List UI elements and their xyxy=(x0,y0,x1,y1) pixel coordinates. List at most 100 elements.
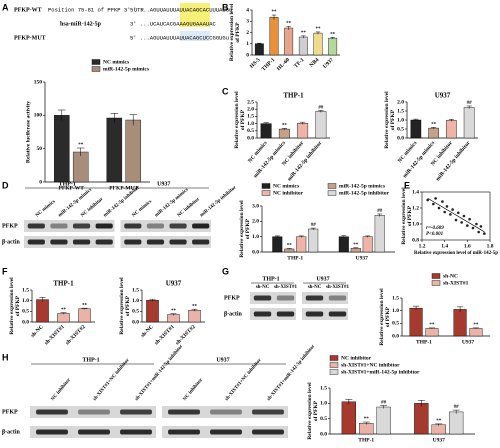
panel-label: G xyxy=(222,266,229,276)
y-tick-label: 1.0 xyxy=(320,401,327,407)
x-tick-label: 1.6 xyxy=(464,243,471,249)
bar xyxy=(125,119,141,183)
sequence: 5' ...AGUUAUUUAUUACAGCUCCGGUGu xyxy=(130,34,229,41)
y-tick-label: 1 xyxy=(246,41,249,47)
y-tick-label: 0.0 xyxy=(397,135,404,141)
legend-swatch xyxy=(261,183,271,189)
x-tick-label: sh-XIST#2 xyxy=(175,324,197,346)
y-tick-label: 1.0 xyxy=(252,234,259,240)
bar xyxy=(463,107,475,139)
x-tick-label: miR-142-5p inhibitor xyxy=(287,140,324,183)
significance-label: ## xyxy=(381,401,387,406)
blot-band xyxy=(276,295,295,301)
blot-group: THP-1 xyxy=(82,357,99,363)
bar xyxy=(425,328,439,337)
legend-swatch xyxy=(261,190,271,196)
blot-band xyxy=(192,223,210,229)
legend-label: NC inhibitor xyxy=(341,355,372,361)
y-axis-label: Relative expression levelof PFKP xyxy=(379,288,391,346)
panel-label: C xyxy=(222,86,229,96)
blot-band xyxy=(27,223,45,229)
bar xyxy=(359,423,374,435)
significance-label: ** xyxy=(287,244,293,249)
point xyxy=(471,226,475,230)
legend-swatch xyxy=(431,273,441,279)
blot-row-label: PFKP xyxy=(224,295,240,301)
sequence-label: PFKP-WT xyxy=(14,7,42,13)
blot-lane-label: sh-NC xyxy=(256,285,270,290)
y-tick-label: 3 xyxy=(246,19,249,25)
blot-band xyxy=(146,223,165,229)
sequence: 5' ...AGUUAUUUAUUACAGCACUUUAUGu xyxy=(130,6,232,13)
blot-band xyxy=(27,239,45,245)
y-axis-label: Relative expression levelof PFKP xyxy=(234,91,246,149)
blot-membrane xyxy=(250,292,296,304)
significance-label: ** xyxy=(330,32,336,37)
blot-band xyxy=(146,239,165,245)
blot-row-label: PFKP xyxy=(2,223,18,229)
blot-membrane xyxy=(24,220,115,232)
bar xyxy=(36,299,49,323)
y-tick-label: 2.0 xyxy=(252,219,259,225)
y-tick-label: 2.0 xyxy=(247,106,254,112)
legend-swatch xyxy=(329,362,339,368)
blot-membrane xyxy=(302,308,348,320)
chart-title: U937 xyxy=(166,280,182,288)
bar xyxy=(269,17,279,56)
y-tick-label: 0.5 xyxy=(320,416,327,422)
y-tick-label: 1.0 xyxy=(132,298,139,304)
y-tick-label: 0.5 xyxy=(22,309,29,315)
point xyxy=(483,232,486,235)
bar xyxy=(362,236,373,253)
y-axis-label: Relative expression levelof PFKP xyxy=(9,277,21,335)
significance-label: ** xyxy=(286,21,292,26)
blot-lane-label: NC mimics xyxy=(132,199,153,218)
point xyxy=(477,230,480,234)
y-tick-label: 1.4 xyxy=(412,189,419,195)
y-axis-label: Relative expression levelof PFKP xyxy=(401,187,413,245)
point xyxy=(468,217,471,221)
significance-label: ** xyxy=(473,323,479,328)
y-tick-label: 0.0 xyxy=(247,135,254,141)
y-tick-label: 1.0 xyxy=(397,117,404,123)
bar xyxy=(328,37,338,56)
blot-group: U937 xyxy=(216,357,229,363)
blot-band xyxy=(95,239,113,245)
bar xyxy=(272,236,283,253)
significance-label: ** xyxy=(316,27,322,32)
legend-label: sh-NC xyxy=(443,273,458,279)
significance-label: ** xyxy=(192,304,198,309)
legend-swatch xyxy=(329,355,339,361)
y-tick-label: 0 xyxy=(246,52,249,58)
x-tick-label: HL-60 xyxy=(276,57,291,72)
bar xyxy=(469,328,483,337)
point xyxy=(460,221,463,224)
x-tick-label: sh-NC xyxy=(140,324,155,339)
bar xyxy=(188,310,201,323)
blot-membrane xyxy=(162,406,288,418)
legend-label: sh-XIST#1 xyxy=(443,280,469,286)
significance-label: ** xyxy=(78,143,84,148)
y-tick-label: 0.0 xyxy=(320,431,327,437)
x-tick-label: THP-1 xyxy=(358,437,374,443)
legend-label: miR-142-5p inhibitor xyxy=(339,190,390,196)
significance-label: ** xyxy=(272,10,278,15)
bar xyxy=(297,123,309,139)
point xyxy=(449,213,452,216)
blot-band xyxy=(72,223,91,229)
bar xyxy=(54,115,70,183)
x-tick-label: PFKP-WT xyxy=(59,185,85,191)
bar xyxy=(308,228,319,253)
blot-lane-label: sh-XIST#1+miR-142-5p inhibitor xyxy=(135,344,185,402)
blot-lane-label: sh-XIST#1 xyxy=(326,285,350,290)
legend-label: miR-142-5p mimics xyxy=(103,66,149,72)
stat-label: P<0.001 xyxy=(426,232,443,237)
blot-row-label: β-actin xyxy=(2,429,20,435)
blot-band xyxy=(210,409,242,415)
y-tick-label: 1.5 xyxy=(320,385,327,391)
panel-label: B xyxy=(222,2,229,12)
bar xyxy=(448,411,464,435)
y-tick-label: 1.0 xyxy=(412,221,419,227)
legend-label: sh-XIST#1+miR-142-5p inhibitor xyxy=(341,369,420,375)
significance-label: ** xyxy=(353,243,359,248)
